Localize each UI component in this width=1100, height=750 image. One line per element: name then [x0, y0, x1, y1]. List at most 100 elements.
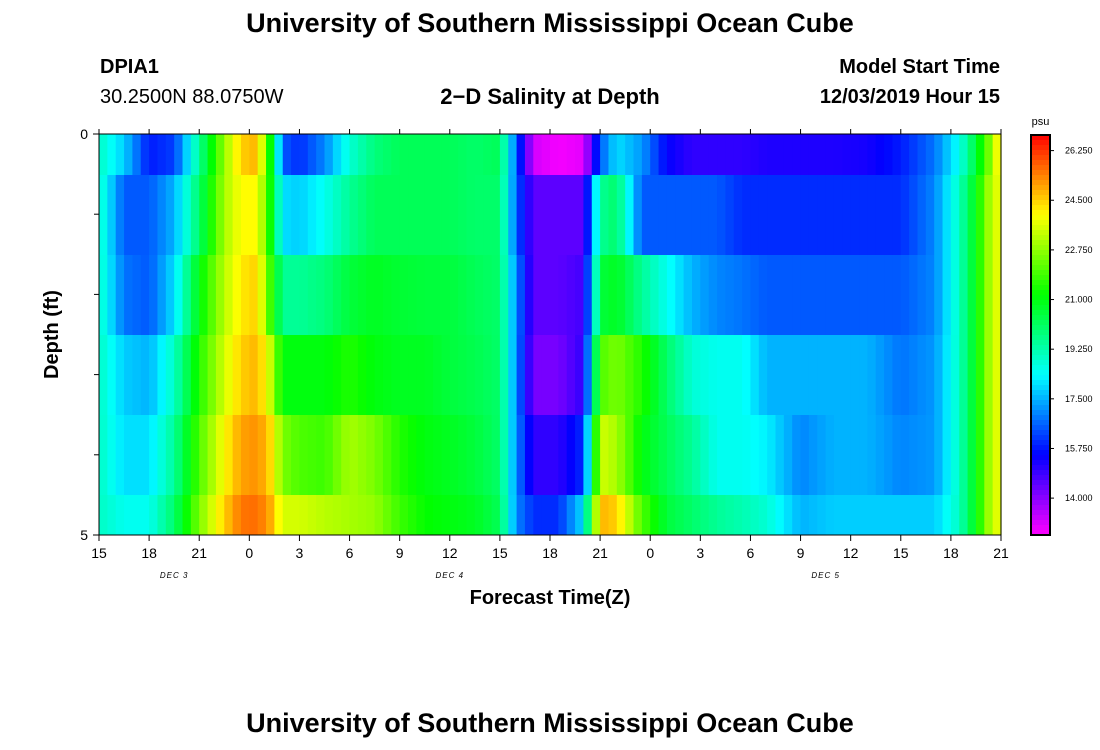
heatmap-cell [975, 255, 985, 335]
heatmap-cell [650, 495, 660, 535]
heatmap-cell [299, 415, 309, 495]
heatmap-cell [708, 175, 718, 255]
heatmap-cell [675, 134, 685, 175]
heatmap-cell [349, 495, 359, 535]
heatmap-cell [842, 175, 852, 255]
heatmap-cell [140, 175, 150, 255]
heatmap-cell [842, 415, 852, 495]
heatmap-cell [132, 134, 142, 175]
heatmap-cell [332, 415, 342, 495]
heatmap-cell [408, 175, 417, 255]
heatmap-cell [825, 335, 835, 415]
heatmap-cell [224, 175, 234, 255]
colorbar-segment [1031, 400, 1050, 406]
heatmap-cell [107, 175, 117, 255]
heatmap-cell [758, 415, 768, 495]
heatmap-cell [884, 175, 894, 255]
heatmap-cell [917, 495, 927, 535]
heatmap-cell [391, 335, 401, 415]
heatmap-cell [99, 415, 108, 495]
heatmap-cell [733, 175, 743, 255]
heatmap-cell [132, 415, 142, 495]
heatmap-cell [249, 495, 259, 535]
heatmap-cell [115, 415, 125, 495]
heatmap-cell [508, 255, 518, 335]
heatmap-cell [115, 495, 125, 535]
heatmap-cell [132, 495, 142, 535]
colorbar-label: 26.250 [1065, 146, 1093, 156]
heatmap-cell [399, 415, 409, 495]
heatmap-cell [842, 134, 852, 175]
heatmap-cell [558, 335, 568, 415]
heatmap-cell [316, 255, 326, 335]
heatmap-cell [324, 495, 334, 535]
heatmap-cell [449, 175, 459, 255]
x-tick-label: 15 [492, 545, 508, 561]
heatmap-cell [449, 415, 459, 495]
heatmap-cell [366, 415, 376, 495]
heatmap-cell [934, 134, 944, 175]
heatmap-cell [224, 134, 234, 175]
heatmap-cell [700, 255, 710, 335]
heatmap-cell [641, 495, 651, 535]
heatmap-cell [541, 415, 551, 495]
heatmap-cell [909, 335, 919, 415]
heatmap-cell [825, 175, 835, 255]
heatmap-cell [499, 415, 509, 495]
colorbar-segment [1031, 145, 1050, 151]
heatmap-cell [541, 335, 551, 415]
heatmap-cell [307, 335, 317, 415]
heatmap-cell [249, 335, 259, 415]
heatmap-cell [616, 415, 626, 495]
heatmap-cell [600, 255, 610, 335]
heatmap-cell [992, 175, 1002, 255]
heatmap-cell [499, 495, 509, 535]
heatmap-cell [140, 335, 150, 415]
heatmap-cell [859, 175, 868, 255]
heatmap-cell [708, 255, 718, 335]
heatmap-cell [992, 335, 1002, 415]
heatmap-cell [925, 175, 935, 255]
heatmap-cell [842, 335, 852, 415]
colorbar-segment [1031, 315, 1050, 321]
heatmap-cell [867, 415, 877, 495]
x-tick-label: 9 [797, 545, 805, 561]
heatmap-cell [691, 134, 701, 175]
heatmap-cell [892, 255, 902, 335]
heatmap-cell [934, 495, 944, 535]
heatmap-cell [733, 495, 743, 535]
heatmap-cell [533, 134, 543, 175]
heatmap-cell [299, 255, 309, 335]
heatmap-cell [140, 255, 150, 335]
heatmap-cell [792, 495, 802, 535]
heatmap-cell [959, 415, 969, 495]
heatmap-cell [140, 134, 150, 175]
colorbar-segment [1031, 235, 1050, 241]
heatmap-cell [391, 495, 401, 535]
heatmap-cell [750, 134, 760, 175]
heatmap-cell [850, 134, 860, 175]
y-axis-label: Depth (ft) [41, 290, 63, 379]
heatmap-cell [107, 495, 117, 535]
heatmap-cell [257, 335, 267, 415]
heatmap-cell [508, 495, 518, 535]
heatmap-cell [758, 134, 768, 175]
heatmap-cell [132, 335, 142, 415]
heatmap-cell [658, 335, 668, 415]
heatmap-cell [608, 335, 618, 415]
heatmap-cell [950, 175, 960, 255]
heatmap-cell [591, 415, 601, 495]
heatmap-cell [683, 495, 693, 535]
heatmap-cell [207, 495, 217, 535]
heatmap-cell [199, 255, 209, 335]
colorbar-segment [1031, 365, 1050, 371]
heatmap-row [99, 335, 1002, 415]
heatmap-cell [959, 335, 969, 415]
heatmap-cell [99, 175, 108, 255]
footer-title: University of Southern Mississippi Ocean… [246, 708, 854, 738]
colorbar-segment [1031, 205, 1050, 211]
heatmap-cell [257, 175, 267, 255]
heatmap-cell [817, 415, 827, 495]
heatmap-cell [449, 335, 459, 415]
heatmap-cell [850, 415, 860, 495]
